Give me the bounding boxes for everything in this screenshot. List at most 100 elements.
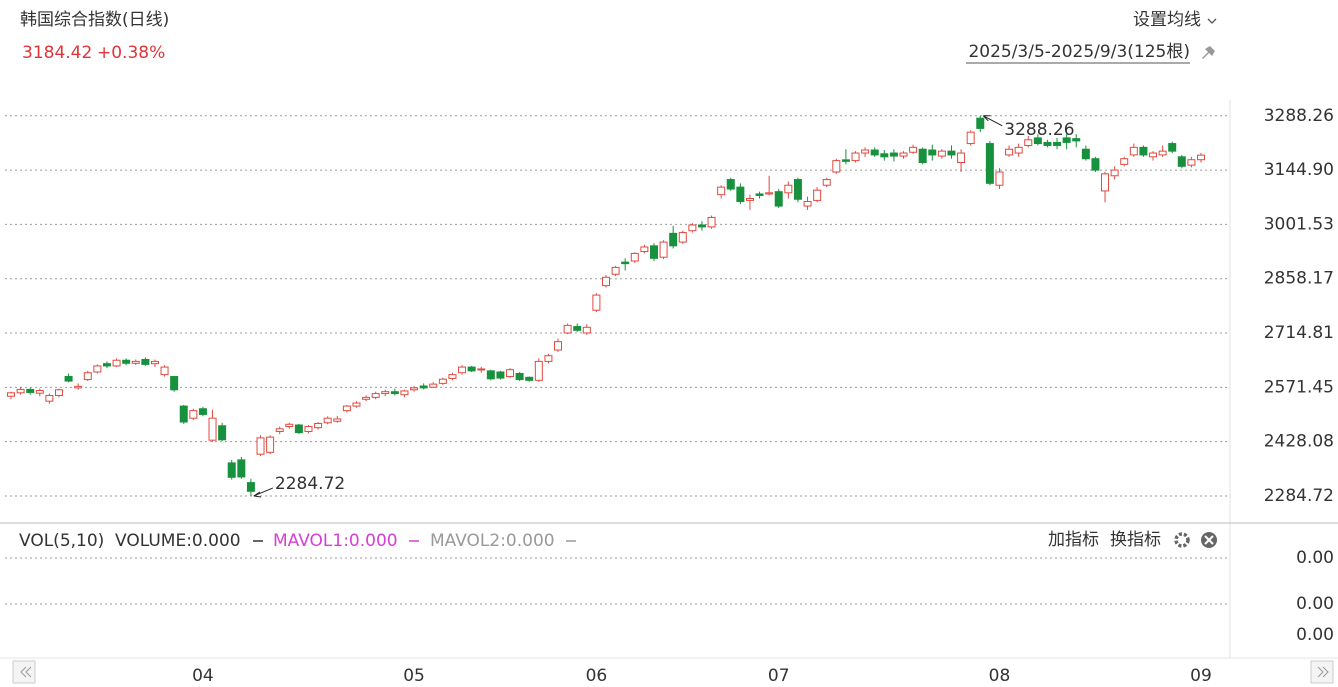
candle-body	[400, 390, 409, 396]
candle-body	[851, 152, 860, 162]
candle-body	[717, 186, 726, 196]
candle-body	[141, 358, 150, 365]
candle-body	[381, 391, 390, 395]
candle-body	[525, 376, 534, 381]
candle-body	[294, 424, 303, 434]
y-tick-label: 2571.45	[1264, 377, 1334, 397]
candle-body	[899, 152, 908, 157]
candle-body	[765, 192, 774, 195]
switch-indicator[interactable]: 换指标	[1110, 530, 1161, 550]
add-indicator[interactable]: 加指标	[1048, 530, 1099, 550]
candle-body	[1091, 158, 1100, 171]
candle-body	[83, 372, 92, 381]
candle-body	[496, 371, 505, 379]
candle-body	[755, 193, 764, 196]
last-price: 3184.42	[22, 43, 92, 63]
candle-body	[1149, 152, 1158, 158]
y-tick-label: 2714.81	[1264, 323, 1334, 343]
candle-body	[697, 224, 706, 228]
candle-body	[774, 191, 783, 207]
date-range[interactable]: 2025/3/5-2025/9/3(125根)	[968, 42, 1190, 62]
candle-body	[429, 383, 438, 388]
candle-body	[467, 366, 476, 372]
candle-body	[1081, 148, 1090, 160]
candle-body	[26, 388, 35, 393]
scroll-left[interactable]	[12, 660, 36, 684]
candle-body	[1139, 146, 1148, 156]
candle-body	[793, 179, 802, 200]
candle-body	[554, 341, 563, 351]
candle-body	[1053, 141, 1062, 146]
candle-body	[678, 232, 687, 243]
candle-body	[582, 326, 591, 334]
candle-body	[1005, 148, 1014, 156]
candle-body	[458, 366, 467, 374]
ma-setting[interactable]: 设置均线	[1133, 10, 1201, 30]
candle-body	[1043, 141, 1052, 146]
candle-body	[112, 359, 121, 367]
candle-body	[707, 216, 716, 228]
close-icon-x	[1204, 535, 1214, 545]
candle-body	[304, 426, 313, 432]
candle-body	[371, 393, 380, 398]
x-tick-label: 04	[192, 666, 214, 686]
candle-body	[16, 388, 25, 394]
pin-icon[interactable]	[1202, 46, 1215, 59]
scroll-right[interactable]	[1310, 660, 1334, 684]
candle-body	[1062, 137, 1071, 143]
candle-body	[506, 369, 515, 378]
candle-body	[45, 394, 54, 402]
x-tick-label: 08	[989, 666, 1011, 686]
candle-body	[208, 417, 217, 441]
y-tick-label: 2858.17	[1264, 269, 1334, 289]
candle-body	[227, 462, 236, 478]
candle-body	[150, 360, 159, 365]
candle-body	[573, 326, 582, 331]
dropdown-icon[interactable]	[1207, 18, 1217, 24]
candle-body	[1072, 138, 1081, 142]
candle-body	[909, 146, 918, 153]
candle-body	[160, 366, 169, 376]
candle-body	[74, 385, 83, 389]
candle-body	[880, 153, 889, 158]
candle-body	[122, 359, 131, 364]
x-tick-label: 09	[1190, 666, 1212, 686]
candle-body	[170, 376, 179, 391]
candle-body	[669, 232, 678, 247]
chart-title: 韩国综合指数(日线)	[20, 10, 169, 30]
y-tick-label: 2428.08	[1264, 432, 1334, 452]
candle-body	[198, 408, 207, 415]
candle-body	[179, 405, 188, 423]
candle-body	[1120, 158, 1129, 165]
candle-body	[390, 391, 399, 395]
settings-icon[interactable]	[1174, 532, 1190, 548]
candle-body	[592, 294, 601, 311]
candle-body	[64, 376, 73, 382]
candle-body	[486, 370, 495, 380]
candle-body	[237, 459, 246, 478]
max-label: 3288.26	[1004, 120, 1074, 140]
candle-body	[611, 266, 620, 275]
arrow-head	[253, 491, 261, 498]
vol-legend: VOL(5,10)	[19, 531, 104, 551]
vol-tick-label: 0.00	[1296, 548, 1334, 568]
candle-body	[1129, 146, 1138, 156]
candle-body	[602, 276, 610, 287]
candle-body	[918, 148, 927, 164]
candle-body	[544, 355, 553, 362]
candle-body	[976, 117, 985, 129]
candle-body	[832, 160, 841, 173]
price-change: +0.38%	[97, 43, 165, 63]
candle-body	[1101, 173, 1110, 192]
candle-body	[966, 131, 975, 145]
candle-body	[448, 374, 457, 379]
vol-legend: VOLUME:0.000	[115, 531, 241, 551]
y-tick-label: 3001.53	[1264, 214, 1334, 234]
candle-body	[285, 423, 294, 428]
candle-body	[266, 436, 275, 453]
candle-body	[889, 152, 898, 157]
candle-body	[630, 252, 639, 262]
candle-body	[928, 149, 937, 156]
candle-body	[515, 373, 524, 381]
